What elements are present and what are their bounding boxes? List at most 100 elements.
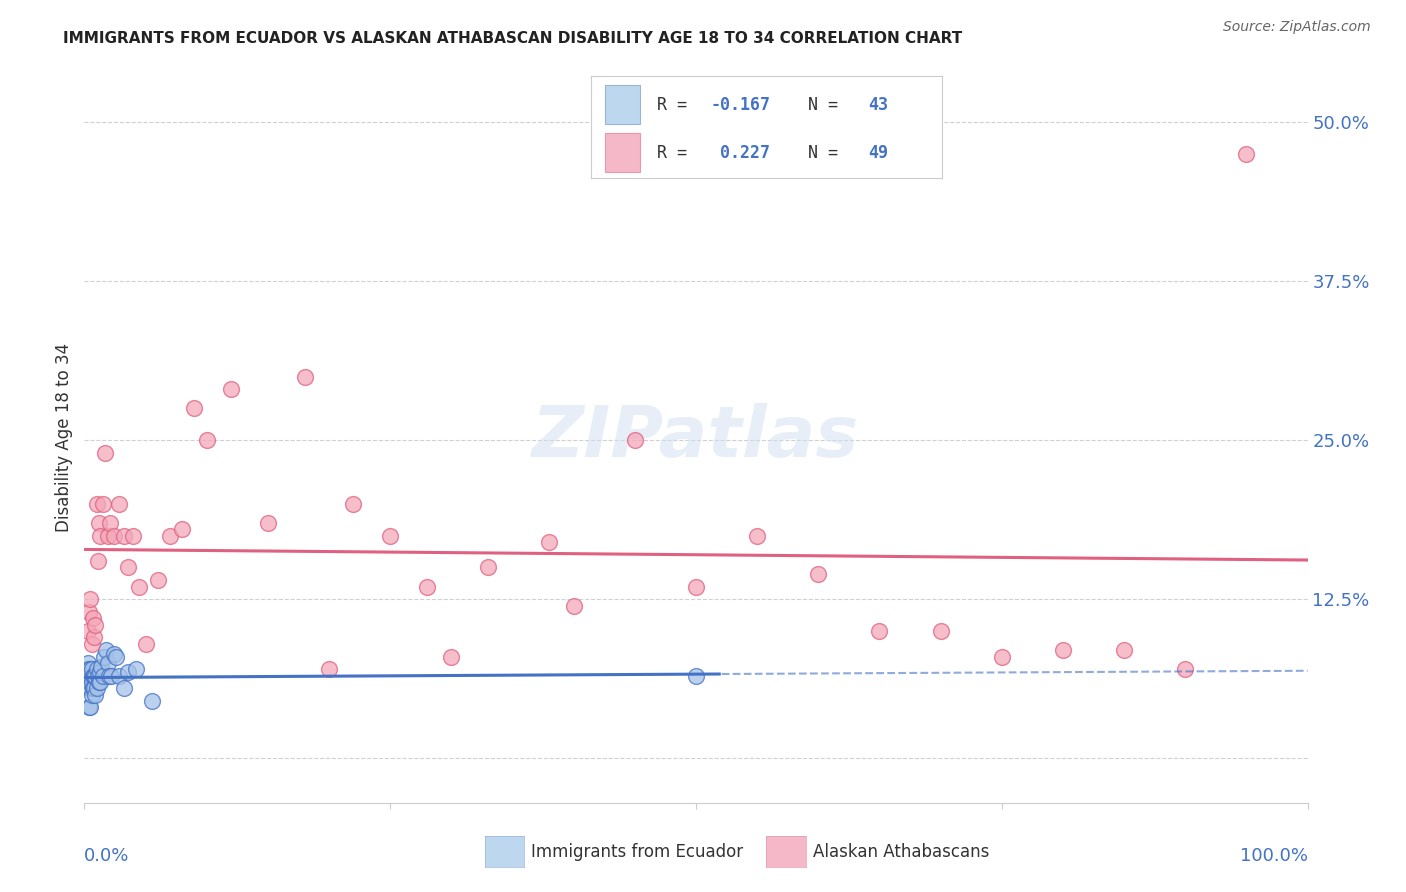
Point [90,659,112,673]
Point [538,535,561,549]
Point [93,649,115,664]
Point [80,688,103,702]
Point [122,529,145,543]
Point [1174,662,1197,676]
Point [89,675,111,690]
Point [79,668,101,682]
Point [84,617,107,632]
Point [82,681,104,696]
Point [1052,643,1074,657]
Text: 0.0%: 0.0% [84,847,129,864]
Point [77,700,100,714]
Point [117,665,139,679]
Point [96,643,118,657]
Point [84,668,107,682]
Text: Source: ZipAtlas.com: Source: ZipAtlas.com [1223,20,1371,34]
Point [97,668,120,682]
Point [624,434,647,448]
Point [79,675,101,690]
Point [685,580,707,594]
Point [82,668,104,682]
Point [112,529,135,543]
Text: R =: R = [657,144,697,161]
Point [146,573,169,587]
Point [79,700,101,714]
Point [84,688,107,702]
Text: 0.227: 0.227 [710,144,770,161]
Point [87,554,110,568]
Point [807,566,830,581]
Point [416,580,439,594]
Point [257,516,280,530]
Y-axis label: Disability Age 18 to 34: Disability Age 18 to 34 [55,343,73,532]
Point [685,668,707,682]
Text: IMMIGRANTS FROM ECUADOR VS ALASKAN ATHABASCAN DISABILITY AGE 18 TO 34 CORRELATIO: IMMIGRANTS FROM ECUADOR VS ALASKAN ATHAB… [63,31,963,46]
Point [77,662,100,676]
Point [79,592,101,607]
Point [380,529,402,543]
Text: 100.0%: 100.0% [1240,847,1308,864]
Point [97,656,120,670]
Text: -0.167: -0.167 [710,95,770,113]
Point [103,647,125,661]
Point [107,668,129,682]
Point [83,631,105,645]
Point [83,681,105,696]
Point [77,656,100,670]
Text: ZIPatlas: ZIPatlas [533,402,859,472]
Point [172,522,194,536]
Point [77,681,100,696]
Point [87,675,110,690]
Point [77,605,100,619]
FancyBboxPatch shape [605,85,640,124]
Point [477,560,499,574]
Point [79,681,101,696]
Point [107,497,129,511]
Point [125,662,148,676]
Point [747,529,769,543]
Text: Alaskan Athabascans: Alaskan Athabascans [813,843,988,861]
Text: 49: 49 [868,144,889,161]
Point [87,516,110,530]
Point [79,662,101,676]
Point [929,624,952,638]
Point [991,649,1014,664]
Point [159,529,181,543]
Point [82,611,104,625]
Text: Immigrants from Ecuador: Immigrants from Ecuador [531,843,744,861]
Point [94,446,117,460]
Point [103,529,125,543]
Point [86,681,108,696]
FancyBboxPatch shape [605,133,640,172]
Point [219,383,242,397]
Point [77,668,100,682]
Point [294,369,316,384]
Point [318,662,340,676]
Point [440,649,463,664]
Point [195,434,218,448]
Text: N =: N = [808,144,848,161]
Point [83,668,105,682]
Point [97,529,120,543]
Point [77,624,100,638]
Point [141,694,163,708]
Point [128,580,150,594]
Point [98,516,121,530]
Point [76,675,98,690]
Point [77,675,100,690]
Point [117,560,139,574]
Point [91,668,114,682]
Text: R =: R = [657,95,697,113]
Point [135,637,157,651]
Text: 43: 43 [868,95,889,113]
Point [183,401,205,416]
Point [869,624,891,638]
Point [342,497,364,511]
Point [77,662,100,676]
Point [80,662,103,676]
Point [86,497,108,511]
Point [562,599,585,613]
Point [89,665,111,679]
Point [80,675,103,690]
Point [112,681,135,696]
